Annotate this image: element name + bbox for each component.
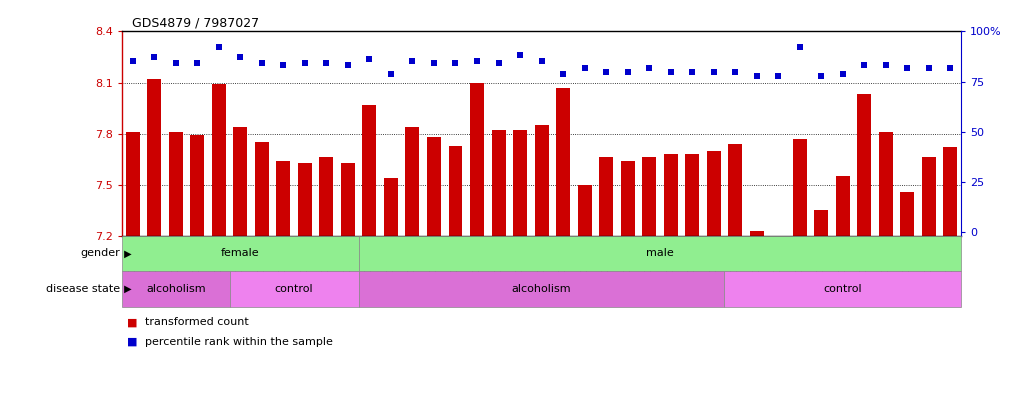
Point (232, 54, 248, 61)
Point (598, 68, 614, 75)
Text: disease state: disease state (46, 284, 120, 294)
Bar (169, 132, 183, 236)
Text: alcoholism: alcoholism (512, 284, 572, 294)
Bar (448, 145, 463, 236)
Text: ■: ■ (127, 317, 137, 327)
Bar (298, 163, 312, 236)
Point (856, 62, 873, 69)
Point (125, 58, 141, 64)
Point (942, 64, 958, 71)
Point (899, 64, 915, 71)
Point (662, 68, 678, 75)
Text: transformed count: transformed count (145, 317, 249, 327)
Point (189, 61, 205, 67)
Bar (147, 79, 162, 236)
Bar (277, 161, 291, 236)
Point (512, 52, 528, 59)
Bar (792, 139, 806, 236)
Point (920, 64, 937, 71)
Point (254, 61, 271, 67)
Bar (900, 191, 914, 236)
Text: alcoholism: alcoholism (146, 284, 205, 294)
Point (577, 64, 593, 71)
Bar (341, 163, 355, 236)
Text: ▶: ▶ (121, 284, 131, 294)
Point (534, 58, 550, 64)
Bar (230, 271, 359, 307)
Point (211, 44, 227, 51)
Bar (815, 210, 828, 236)
Bar (427, 137, 441, 236)
Point (835, 70, 851, 77)
Bar (921, 158, 936, 236)
Point (297, 61, 313, 67)
Text: control: control (824, 284, 862, 294)
Point (749, 72, 765, 79)
Bar (535, 125, 548, 236)
Bar (122, 236, 359, 271)
Bar (319, 158, 334, 236)
Point (382, 70, 399, 77)
Point (340, 62, 356, 69)
Bar (255, 142, 268, 236)
Point (619, 68, 636, 75)
Bar (406, 127, 419, 236)
Point (490, 61, 506, 67)
Bar (491, 130, 505, 236)
Bar (944, 147, 957, 236)
Point (814, 72, 830, 79)
Text: GDS4879 / 7987027: GDS4879 / 7987027 (132, 17, 259, 29)
Point (405, 58, 421, 64)
Bar (556, 88, 571, 236)
Point (684, 68, 701, 75)
Point (426, 61, 442, 67)
Point (146, 54, 163, 61)
Point (878, 62, 894, 69)
Bar (190, 135, 204, 236)
Bar (578, 185, 592, 236)
Text: ▶: ▶ (121, 248, 131, 259)
Point (555, 70, 572, 77)
Bar (212, 84, 226, 236)
Text: female: female (221, 248, 259, 259)
Point (276, 62, 292, 69)
Bar (233, 127, 247, 236)
Point (706, 68, 722, 75)
Bar (664, 154, 677, 236)
Bar (707, 151, 721, 236)
Bar (470, 83, 484, 236)
Point (727, 68, 743, 75)
Text: ■: ■ (127, 337, 137, 347)
Bar (857, 94, 872, 236)
Text: percentile rank within the sample: percentile rank within the sample (145, 337, 334, 347)
Point (770, 72, 786, 79)
Bar (359, 271, 724, 307)
Point (447, 61, 464, 67)
Text: gender: gender (80, 248, 120, 259)
Bar (620, 161, 635, 236)
Text: male: male (646, 248, 673, 259)
Point (469, 58, 485, 64)
Bar (724, 271, 961, 307)
Bar (728, 144, 742, 236)
Point (168, 61, 184, 67)
Bar (642, 158, 656, 236)
Bar (836, 176, 850, 236)
Bar (384, 178, 398, 236)
Bar (359, 236, 961, 271)
Bar (685, 154, 699, 236)
Bar (362, 105, 376, 236)
Bar (879, 132, 893, 236)
Point (641, 64, 657, 71)
Point (318, 61, 335, 67)
Point (361, 56, 377, 62)
Bar (122, 271, 230, 307)
Bar (750, 231, 764, 236)
Text: control: control (275, 284, 313, 294)
Bar (126, 132, 139, 236)
Point (791, 44, 807, 51)
Bar (599, 158, 613, 236)
Bar (513, 130, 527, 236)
